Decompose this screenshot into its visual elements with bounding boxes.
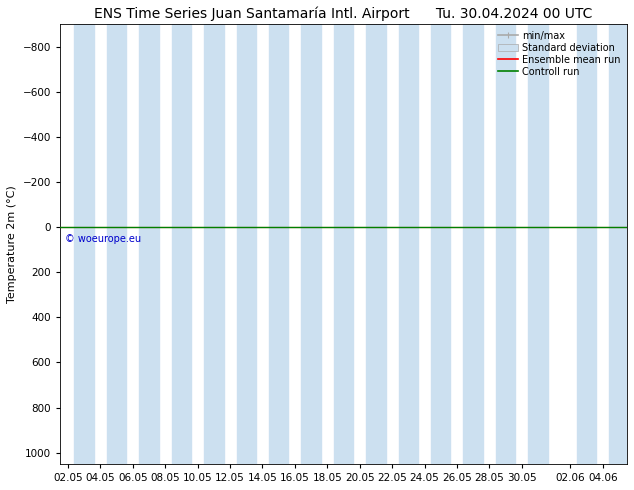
Bar [204,24,224,464]
Y-axis label: Temperature 2m (°C): Temperature 2m (°C) [7,185,17,303]
Bar [139,24,158,464]
Bar [463,24,483,464]
Bar [107,24,126,464]
Title: ENS Time Series Juan Santamaría Intl. Airport      Tu. 30.04.2024 00 UTC: ENS Time Series Juan Santamaría Intl. Ai… [94,7,593,22]
Bar [577,24,596,464]
Legend: min/max, Standard deviation, Ensemble mean run, Controll run: min/max, Standard deviation, Ensemble me… [496,29,622,78]
Bar [496,24,515,464]
Bar [431,24,450,464]
Bar [609,24,629,464]
Bar [172,24,191,464]
Bar [74,24,94,464]
Bar [366,24,385,464]
Bar [236,24,256,464]
Bar [399,24,418,464]
Bar [301,24,321,464]
Bar [269,24,288,464]
Bar [528,24,548,464]
Bar [333,24,353,464]
Text: © woeurope.eu: © woeurope.eu [65,234,141,244]
